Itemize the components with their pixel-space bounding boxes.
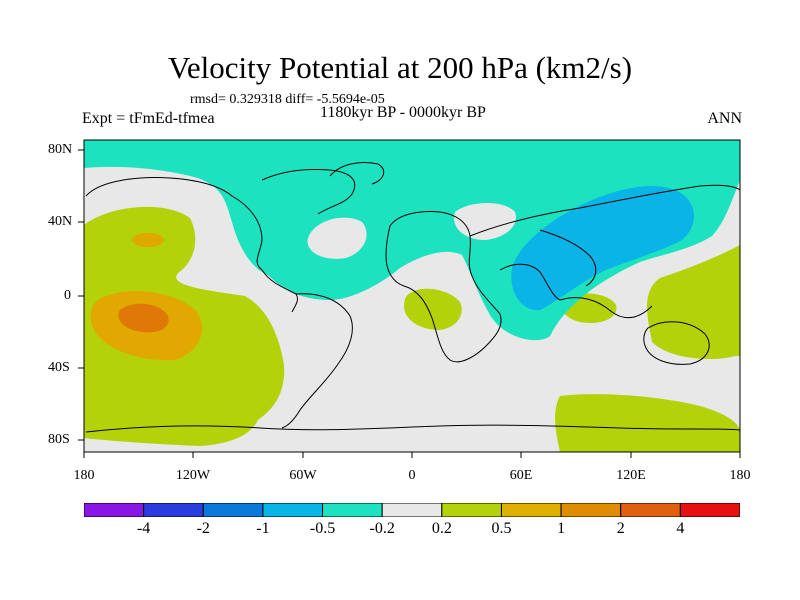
colorbar-box [143,503,204,517]
colorbar-label: -0.5 [309,520,336,537]
neutral-patch-atlantic [307,217,367,259]
lon-tick-label: 60E [509,468,533,483]
colorbar-label: -1 [256,520,270,537]
positive-anomaly-australia [647,245,740,360]
colorbar-label: 0.5 [491,520,512,537]
negative-anomaly-north [84,140,740,341]
lat-tick-label: 80S [48,432,70,447]
lon-tick-label: 0 [408,468,416,483]
chart-title: Velocity Potential at 200 hPa (km2/s) [167,50,633,85]
positive-anomaly-north-pacific [132,233,164,247]
colorbar-box [679,503,740,517]
lat-tick-label: 40N [48,214,73,229]
lon-tick-label: 60W [289,468,317,483]
colorbar-box [262,503,324,517]
positive-anomaly-pacific-max [118,303,169,333]
lat-tick-label: 0 [64,288,71,303]
stats-line: rmsd= 0.329318 diff= -5.5694e-05 [190,92,385,107]
season-label: ANN [707,110,742,127]
colorbar-label: -4 [136,520,151,537]
lon-tick-label: 180 [729,468,751,483]
colorbar-box [500,503,562,517]
colorbar-label: 4 [676,520,685,537]
colorbar-label: 2 [616,520,625,537]
negative-anomaly-asia [511,186,695,311]
lon-tick-label: 120E [616,468,646,483]
colorbar-box [202,503,264,517]
lat-tick-label: 80N [48,142,73,157]
lon-tick-label: 120W [175,468,211,483]
colorbar [84,503,740,517]
colorbar-label: -2 [196,520,210,537]
colorbar-box [322,503,383,517]
neutral-patch-mediterranean [454,203,516,240]
colorbar-box [620,503,681,517]
positive-anomaly-atlantic [404,288,462,330]
experiment-label: Expt = tFmEd-tfmea [82,110,215,127]
positive-anomaly-south-indian [555,394,740,452]
colorbar-label: -0.2 [369,520,395,537]
coastlines [85,162,740,433]
lat-tick-label: 40S [48,360,70,375]
colorbar-box [84,503,145,517]
axis-ticks [78,149,741,458]
colorbar-label: 1 [557,520,566,537]
lon-tick-label: 180 [73,468,95,483]
colorbar-box [441,503,502,517]
colorbar-box [560,503,622,517]
colorbar-box [381,503,443,517]
period-label: 1180kyr BP - 0000kyr BP [320,104,486,121]
colorbar-label: 0.2 [431,520,452,537]
